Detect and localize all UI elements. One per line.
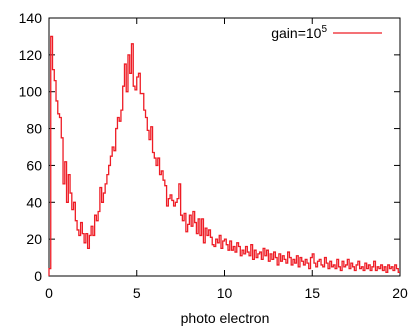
x-tick-label: 0 xyxy=(45,285,53,301)
x-tick-label: 20 xyxy=(392,285,408,301)
x-tick-label: 15 xyxy=(304,285,320,301)
y-tick-label: 0 xyxy=(34,268,42,284)
y-axis-ticks: 0 20 40 60 80 100 120 140 xyxy=(19,10,400,284)
legend: gain=105 xyxy=(271,24,382,41)
x-axis-ticks: 0 5 10 15 20 xyxy=(45,18,408,301)
y-tick-label: 100 xyxy=(19,84,43,100)
plot-frame xyxy=(48,17,401,277)
y-tick-label: 40 xyxy=(26,194,42,210)
y-tick-label: 20 xyxy=(26,231,42,247)
histogram-series-line xyxy=(48,35,400,276)
x-tick-label: 10 xyxy=(217,285,233,301)
y-tick-label: 120 xyxy=(19,47,43,63)
y-tick-label: 60 xyxy=(26,157,42,173)
x-axis-label: photo electron xyxy=(181,310,270,326)
y-tick-label: 80 xyxy=(26,121,42,137)
y-tick-label: 140 xyxy=(19,10,43,26)
x-tick-label: 5 xyxy=(133,285,141,301)
legend-label: gain=105 xyxy=(271,24,327,41)
